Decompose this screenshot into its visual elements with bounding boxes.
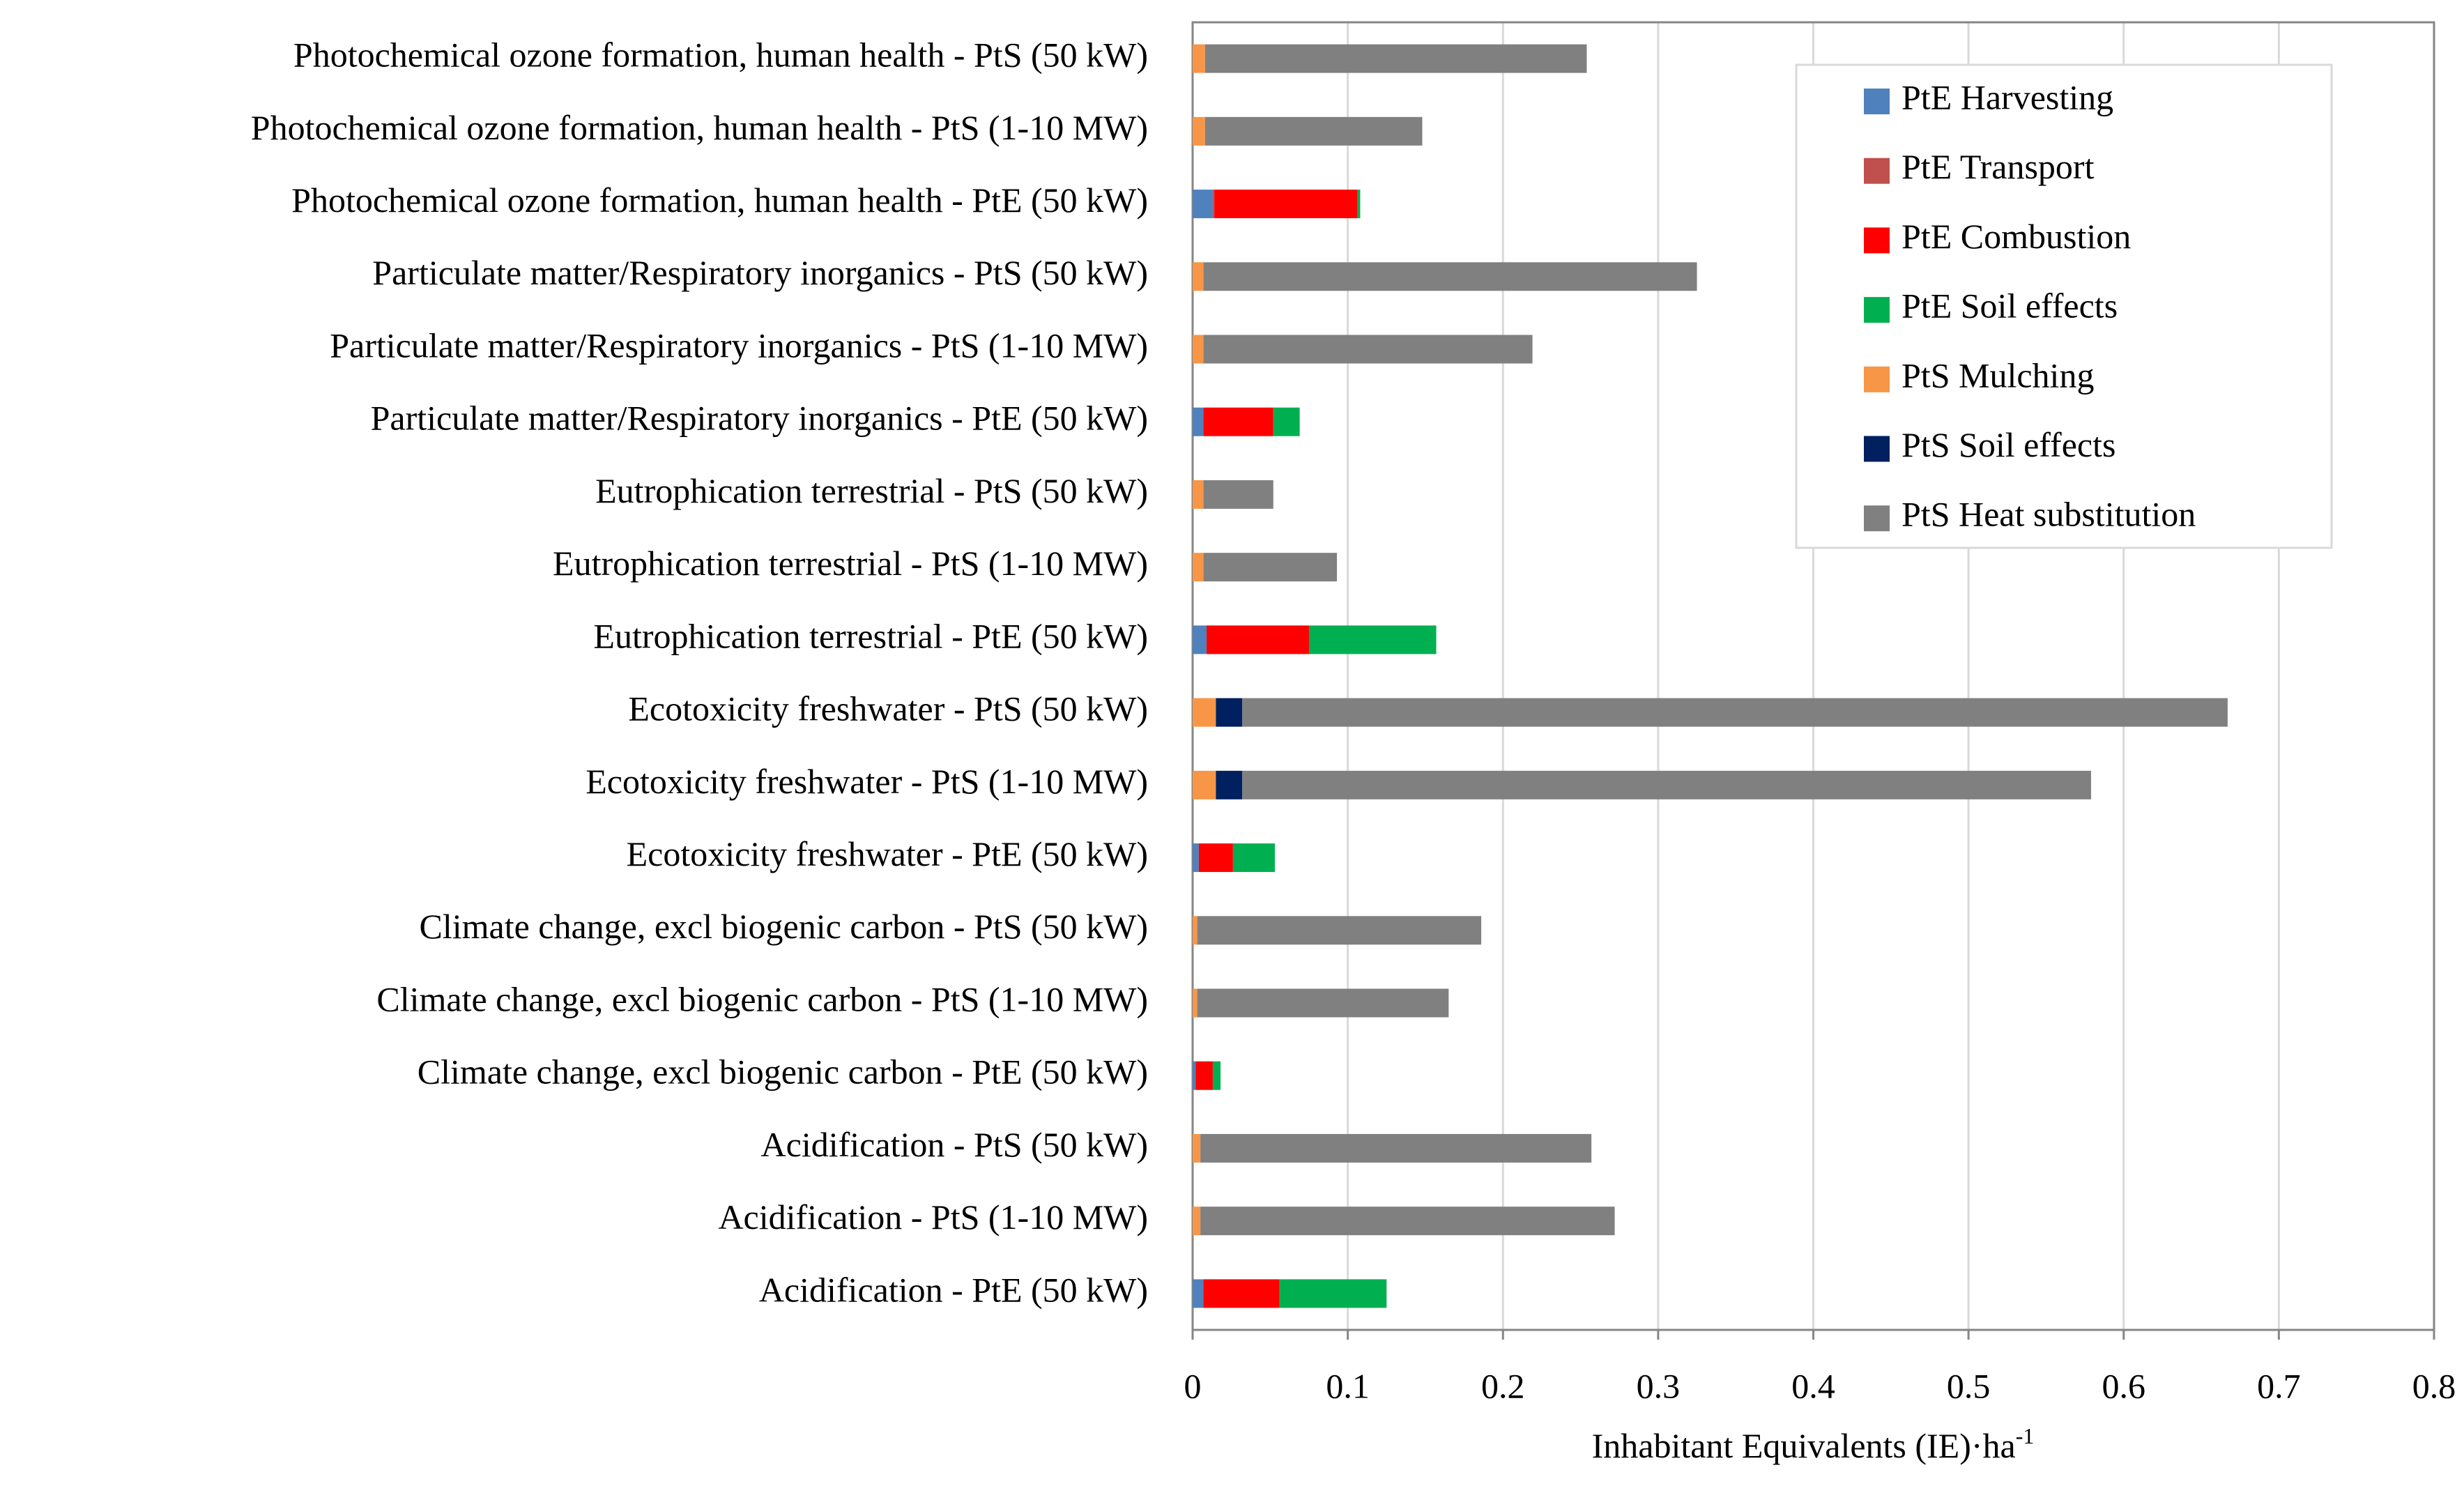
bar-segment bbox=[1193, 44, 1205, 73]
bar-segment bbox=[1216, 770, 1243, 799]
bar-segment bbox=[1203, 553, 1338, 582]
bar-segment bbox=[1193, 625, 1207, 654]
bar-segment bbox=[1203, 1279, 1280, 1308]
bar-segment bbox=[1356, 190, 1361, 219]
y-tick-label: Particulate matter/Respiratory inorganic… bbox=[371, 399, 1148, 438]
bar-segment bbox=[1308, 625, 1437, 654]
y-tick-label: Photochemical ozone formation, human hea… bbox=[251, 108, 1148, 147]
bar-segment bbox=[1203, 480, 1273, 509]
bar-segment bbox=[1204, 44, 1587, 73]
bar-segment bbox=[1193, 1133, 1201, 1163]
legend-label: PtS Heat substitution bbox=[1901, 495, 2196, 534]
bar-segment bbox=[1193, 335, 1204, 364]
bar-segment bbox=[1193, 407, 1204, 436]
bar-segment bbox=[1203, 335, 1533, 364]
bar-segment bbox=[1193, 698, 1216, 727]
y-tick-label: Climate change, excl biogenic carbon - P… bbox=[418, 1052, 1148, 1092]
y-tick-label: Photochemical ozone formation, human hea… bbox=[293, 36, 1148, 75]
bar-segment bbox=[1203, 262, 1697, 291]
legend-swatch bbox=[1864, 505, 1890, 532]
legend-swatch bbox=[1864, 227, 1890, 254]
x-label-text: Inhabitant Equivalents (IE)·ha bbox=[1592, 1426, 2016, 1465]
bar-segment bbox=[1193, 916, 1197, 945]
y-tick-label: Acidification - PtS (1-10 MW) bbox=[718, 1197, 1148, 1236]
legend-swatch bbox=[1864, 436, 1890, 462]
bar-segment bbox=[1193, 116, 1205, 146]
y-tick-label: Photochemical ozone formation, human hea… bbox=[291, 181, 1148, 220]
legend-swatch bbox=[1864, 158, 1890, 184]
bar-segment bbox=[1273, 407, 1300, 436]
bar-segment bbox=[1212, 1061, 1221, 1090]
bar-segment bbox=[1193, 190, 1213, 219]
x-tick-label: 0.5 bbox=[1947, 1366, 1991, 1405]
bar-segment bbox=[1212, 190, 1215, 219]
legend-swatch bbox=[1864, 366, 1890, 392]
bar-segment bbox=[1193, 1061, 1196, 1090]
bar-segment bbox=[1203, 407, 1273, 436]
bar-segment bbox=[1193, 480, 1204, 509]
x-tick-label: 0.2 bbox=[1481, 1366, 1525, 1405]
y-tick-label: Particulate matter/Respiratory inorganic… bbox=[372, 253, 1148, 292]
legend-label: PtS Mulching bbox=[1901, 355, 2094, 395]
y-tick-label: Ecotoxicity freshwater - PtE (50 kW) bbox=[627, 834, 1148, 873]
y-tick-label: Acidification - PtS (50 kW) bbox=[761, 1125, 1148, 1164]
x-tick-label: 0.4 bbox=[1791, 1366, 1835, 1405]
x-tick-label: 0.6 bbox=[2102, 1366, 2146, 1405]
bar-segment bbox=[1207, 625, 1309, 654]
bar-segment bbox=[1193, 843, 1199, 873]
bar-segment bbox=[1198, 843, 1233, 873]
legend-label: PtS Soil effects bbox=[1901, 425, 2115, 464]
bar-segment bbox=[1197, 988, 1449, 1018]
y-tick-label: Eutrophication terrestrial - PtS (50 kW) bbox=[595, 471, 1148, 510]
bar-segment bbox=[1242, 770, 2091, 799]
bar-segment bbox=[1279, 1279, 1387, 1308]
y-tick-label: Ecotoxicity freshwater - PtS (50 kW) bbox=[628, 689, 1148, 728]
plot-frame bbox=[1191, 21, 2435, 1331]
bar-segment bbox=[1232, 843, 1275, 873]
legend-swatch bbox=[1864, 89, 1890, 114]
bar-segment bbox=[1200, 1133, 1592, 1163]
bar-segment bbox=[1193, 988, 1197, 1018]
x-axis-label: Inhabitant Equivalents (IE)·ha-1 bbox=[1592, 1423, 2035, 1465]
bar-segment bbox=[1197, 916, 1482, 945]
y-tick-label: Eutrophication terrestrial - PtE (50 kW) bbox=[593, 616, 1148, 655]
y-tick-label: Acidification - PtE (50 kW) bbox=[759, 1270, 1148, 1309]
y-tick-label: Eutrophication terrestrial - PtS (1-10 M… bbox=[553, 544, 1148, 583]
x-tick-label: 0.7 bbox=[2257, 1366, 2301, 1405]
y-tick-label: Ecotoxicity freshwater - PtS (1-10 MW) bbox=[586, 762, 1148, 801]
bar-segment bbox=[1193, 1207, 1201, 1236]
bar-segment bbox=[1200, 1207, 1615, 1236]
y-tick-label: Climate change, excl biogenic carbon - P… bbox=[419, 907, 1148, 946]
x-tick-label: 0 bbox=[1184, 1366, 1202, 1405]
y-tick-label: Climate change, excl biogenic carbon - P… bbox=[376, 979, 1148, 1018]
legend-label: PtE Combustion bbox=[1901, 217, 2131, 256]
bar-segment bbox=[1193, 1279, 1204, 1308]
bar-segment bbox=[1195, 1061, 1213, 1090]
bar-segment bbox=[1242, 698, 2228, 727]
bar-segment bbox=[1214, 190, 1357, 219]
legend-label: PtE Harvesting bbox=[1901, 77, 2113, 116]
bar-segment bbox=[1193, 262, 1204, 291]
x-tick-label: 0.1 bbox=[1326, 1366, 1370, 1405]
bar-segment bbox=[1216, 698, 1243, 727]
bar-segment bbox=[1193, 553, 1204, 582]
y-tick-label: Particulate matter/Respiratory inorganic… bbox=[330, 326, 1148, 365]
legend-swatch bbox=[1864, 297, 1890, 323]
x-label-sup: -1 bbox=[2016, 1423, 2035, 1448]
bar-segment bbox=[1204, 116, 1423, 146]
x-tick-label: 0.3 bbox=[1637, 1366, 1681, 1405]
bar-segment bbox=[1193, 770, 1216, 799]
legend-label: PtE Transport bbox=[1901, 147, 2095, 186]
legend-label: PtE Soil effects bbox=[1901, 286, 2118, 326]
x-tick-label: 0.8 bbox=[2412, 1366, 2456, 1405]
